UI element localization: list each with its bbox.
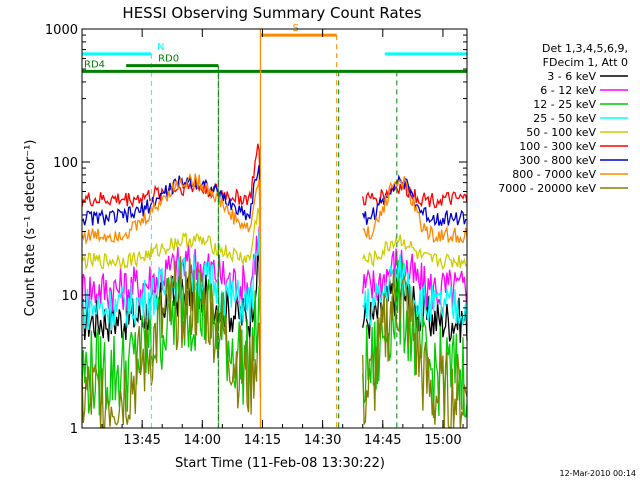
series-line bbox=[81, 207, 262, 271]
x-tick-label: 15:00 bbox=[424, 433, 461, 448]
flag-label: N bbox=[157, 42, 164, 53]
y-tick-label: 1 bbox=[70, 422, 78, 437]
series-line bbox=[362, 254, 468, 326]
legend-label: 50 - 100 keV bbox=[526, 126, 596, 139]
flag-label: RD0 bbox=[158, 54, 179, 65]
x-axis-label: Start Time (11-Feb-08 13:30:22) bbox=[175, 456, 385, 471]
legend-label: 100 - 300 keV bbox=[519, 140, 596, 153]
timestamp: 12-Mar-2010 00:14 bbox=[560, 469, 637, 478]
x-tick-label: 14:00 bbox=[184, 433, 221, 448]
legend-label: 12 - 25 keV bbox=[533, 98, 596, 111]
y-tick-label: 10 bbox=[61, 289, 78, 304]
y-axis-label: Count Rate (s⁻¹ detector⁻¹) bbox=[23, 140, 38, 317]
series-line bbox=[362, 180, 468, 209]
legend-label: 3 - 6 keV bbox=[547, 70, 596, 83]
y-tick-label: 100 bbox=[53, 156, 78, 171]
series-line bbox=[81, 275, 262, 416]
legend-label: 800 - 7000 keV bbox=[512, 168, 596, 181]
x-tick-label: 13:45 bbox=[123, 433, 160, 448]
x-tick-label: 14:45 bbox=[364, 433, 401, 448]
series-line bbox=[362, 176, 468, 244]
x-tick-label: 14:30 bbox=[304, 433, 341, 448]
axes-frame bbox=[81, 28, 468, 429]
chart-title: HESSI Observing Summary Count Rates bbox=[122, 4, 421, 22]
x-axis: 13:45 14:00 14:15 14:30 14:45 15:00 bbox=[81, 29, 464, 448]
legend-header: Det 1,3,4,5,6,9, bbox=[542, 42, 628, 55]
legend-label: 6 - 12 keV bbox=[540, 84, 596, 97]
y-axis: 1 10 100 1000 bbox=[45, 23, 467, 437]
legend-label: 7000 - 20000 keV bbox=[498, 182, 596, 195]
legend-label: 300 - 800 keV bbox=[519, 154, 596, 167]
x-tick-label: 14:15 bbox=[244, 433, 281, 448]
series-line bbox=[362, 248, 468, 310]
flag-label: RD4 bbox=[84, 59, 105, 70]
legend-label: 25 - 50 keV bbox=[533, 112, 596, 125]
series-line bbox=[81, 172, 262, 246]
y-tick-label: 1000 bbox=[45, 23, 78, 38]
legend: Det 1,3,4,5,6,9,FDecim 1, Att 03 - 6 keV… bbox=[498, 42, 628, 195]
series-line bbox=[362, 234, 468, 270]
series-line bbox=[362, 259, 468, 419]
series-line bbox=[81, 143, 262, 208]
legend-header: FDecim 1, Att 0 bbox=[543, 56, 628, 69]
series-line bbox=[81, 256, 262, 429]
